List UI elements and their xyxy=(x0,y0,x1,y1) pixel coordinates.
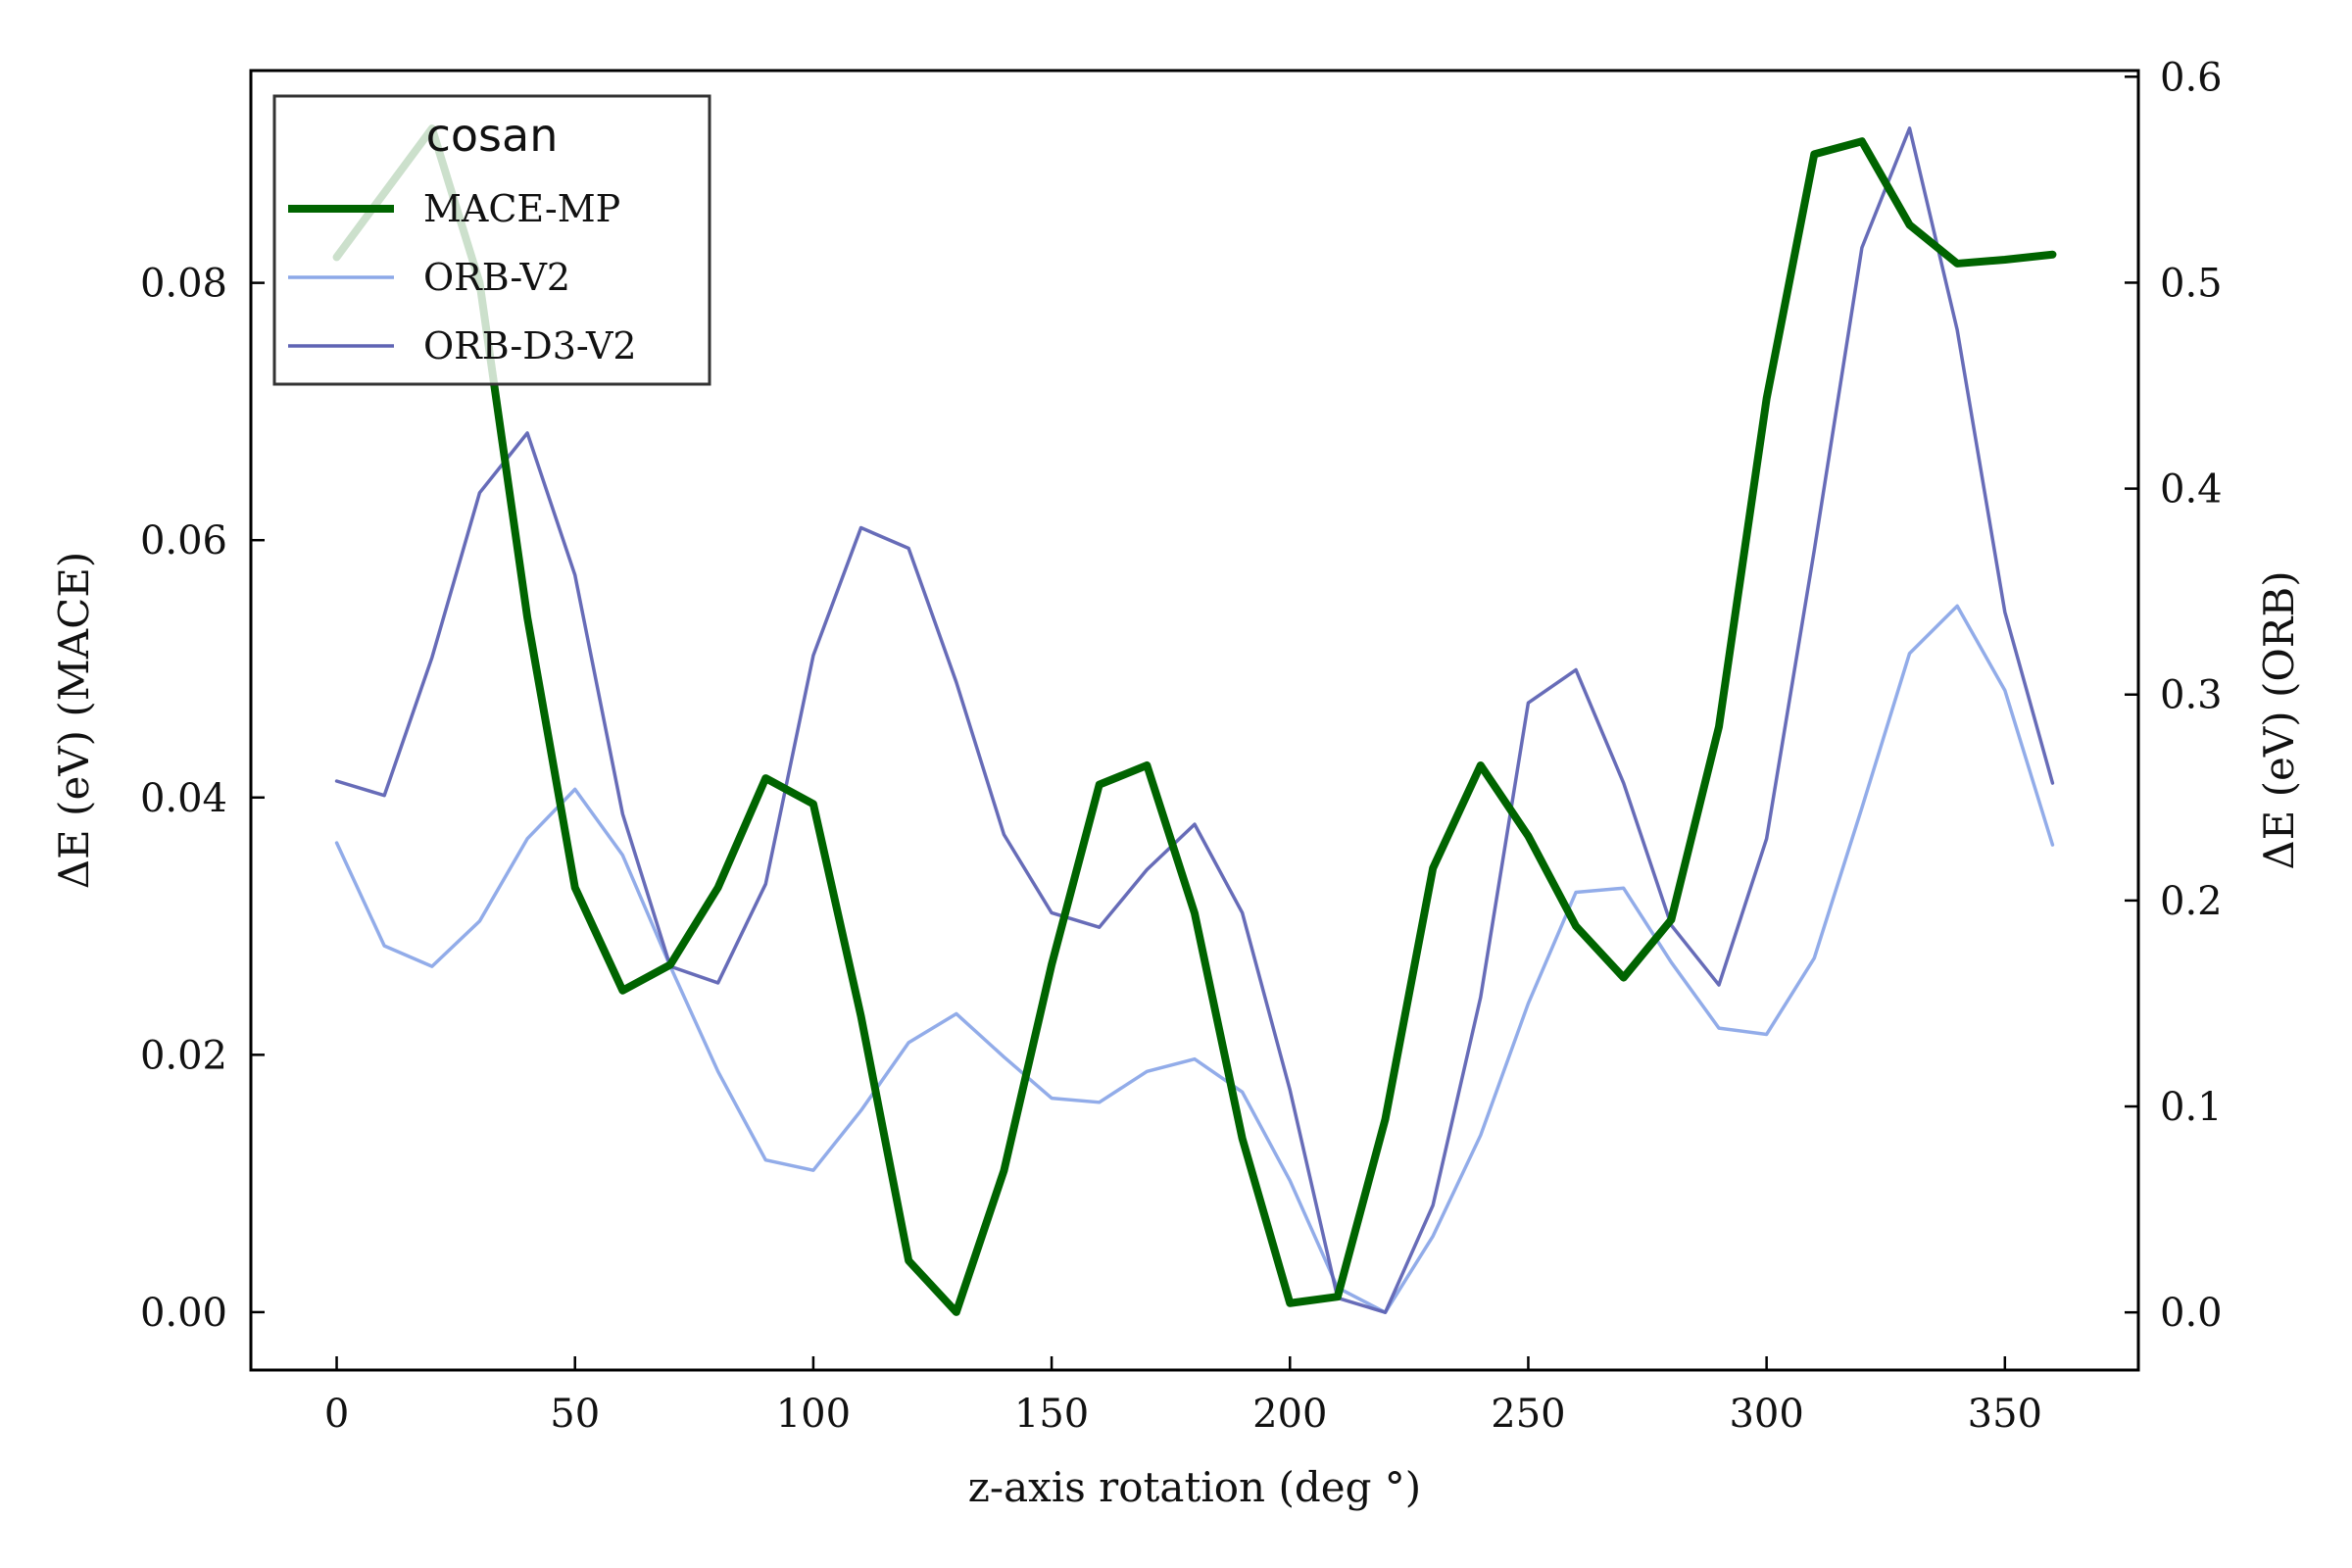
y-left-tick-label: 0.00 xyxy=(140,1291,227,1336)
x-tick-label: 100 xyxy=(776,1392,851,1437)
series-line-orb-d3-v2 xyxy=(334,126,2055,1314)
y-right-tick-label: 0.0 xyxy=(2160,1291,2223,1336)
x-tick-label: 200 xyxy=(1252,1392,1327,1437)
y-left-tick-label: 0.08 xyxy=(140,262,227,307)
y-right-tick-label: 0.2 xyxy=(2160,879,2223,924)
legend-label-orb-d3-v2: ORB-D3-V2 xyxy=(423,324,637,368)
y-axis-right-label: ΔE (eV) (ORB) xyxy=(2255,570,2303,869)
legend: cosan MACE-MP ORB-V2 ORB-D3-V2 xyxy=(272,94,711,386)
x-tick-label: 50 xyxy=(550,1392,600,1437)
y-right-tick-label: 0.4 xyxy=(2160,467,2223,513)
series-layer xyxy=(332,124,2057,1316)
y-left-tick-label: 0.06 xyxy=(140,518,227,564)
x-tick-label: 300 xyxy=(1729,1392,1803,1437)
y-right-tick-label: 0.1 xyxy=(2160,1085,2223,1130)
legend-box xyxy=(272,94,711,386)
x-axis-label: z-axis rotation (deg °) xyxy=(968,1463,1421,1511)
series-line-orb-v2 xyxy=(334,604,2055,1314)
y-axis-right-ticks: 0.0 0.1 0.2 0.3 0.4 0.5 0.6 xyxy=(2125,55,2223,1336)
x-tick-label: 150 xyxy=(1014,1392,1089,1437)
y-left-tick-label: 0.02 xyxy=(140,1033,227,1078)
y-right-tick-label: 0.3 xyxy=(2160,673,2223,718)
x-axis-ticks: 0 50 100 150 200 250 300 350 xyxy=(324,1356,2042,1437)
x-tick-label: 350 xyxy=(1968,1392,2042,1437)
legend-label-orb-v2: ORB-V2 xyxy=(423,256,570,299)
legend-title: cosan xyxy=(426,109,559,162)
y-right-tick-label: 0.6 xyxy=(2160,55,2223,100)
y-axis-left-label: ΔE (eV) (MACE) xyxy=(50,552,98,890)
plot-frame xyxy=(249,69,2140,1372)
y-axis-left-ticks: 0.00 0.02 0.04 0.06 0.08 xyxy=(140,262,265,1336)
x-tick-label: 0 xyxy=(324,1392,349,1437)
y-left-tick-label: 0.04 xyxy=(140,776,227,821)
y-right-tick-label: 0.5 xyxy=(2160,261,2223,306)
legend-label-mace-mp: MACE-MP xyxy=(423,187,620,230)
x-tick-label: 250 xyxy=(1491,1392,1565,1437)
series-line-mace-mp xyxy=(332,124,2057,1316)
